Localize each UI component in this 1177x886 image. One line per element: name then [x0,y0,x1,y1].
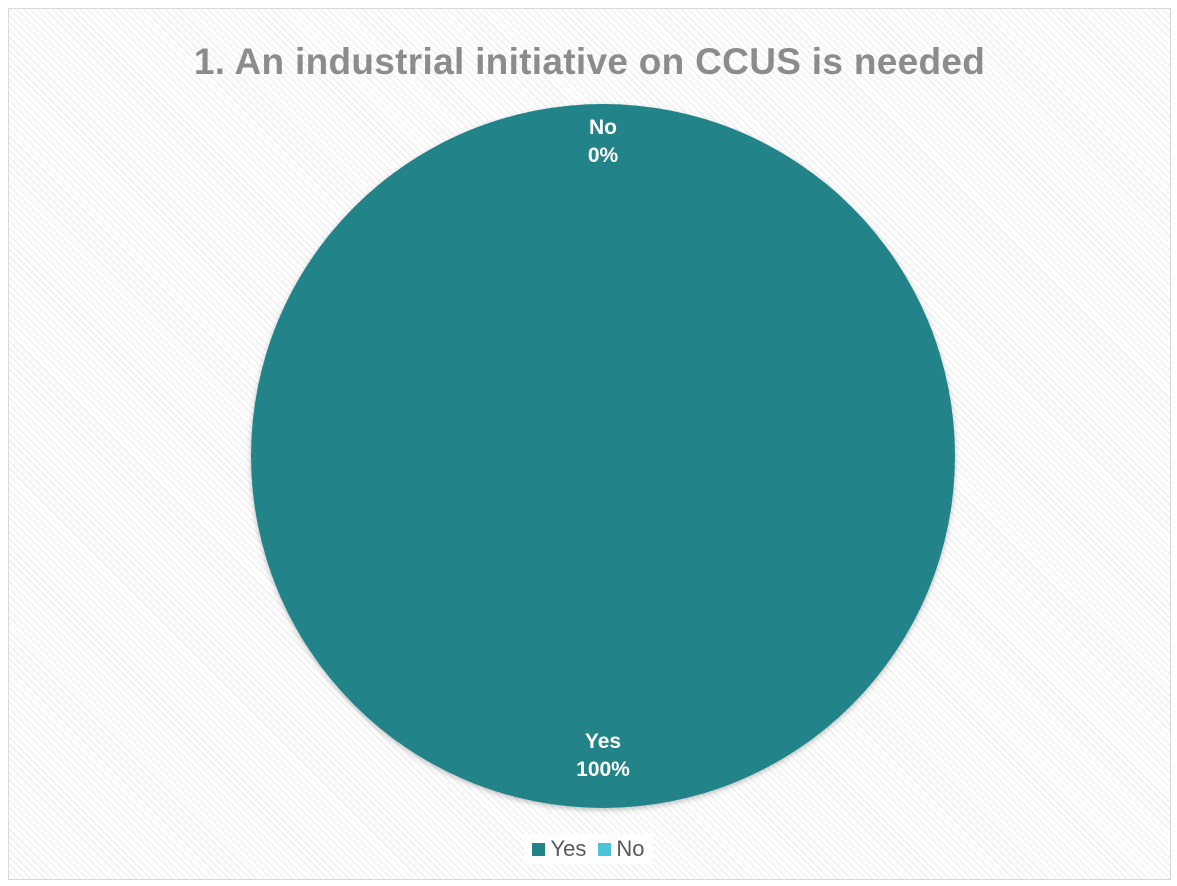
legend: Yes No [0,834,1177,864]
data-label-yes-value: 100% [576,758,630,781]
legend-item-yes: Yes [532,836,586,862]
legend-box: Yes No [524,834,653,864]
data-label-no-name: No [589,116,617,139]
pie-labels: Yes 100% No 0% [576,116,630,781]
data-label-no-value: 0% [588,144,619,167]
pie-slice-yes [251,104,955,808]
legend-swatch-no [598,842,612,856]
data-label-yes-name: Yes [585,730,621,753]
legend-label-yes: Yes [550,836,587,861]
chart-title: 1. An industrial initiative on CCUS is n… [193,41,986,82]
legend-label-no: No [616,836,645,861]
pie-slices [251,104,955,808]
legend-swatch-yes [532,842,546,856]
legend-item-no: No [598,836,645,862]
